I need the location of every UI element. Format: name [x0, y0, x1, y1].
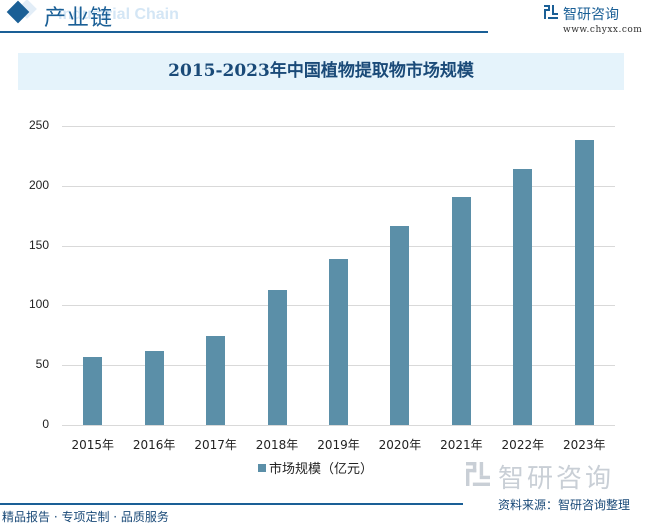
- header-divider: [0, 31, 488, 33]
- bar-2018年: [267, 289, 287, 425]
- x-tick-label: 2022年: [501, 438, 545, 452]
- x-tick-label: 2015年: [71, 438, 114, 452]
- x-tick-label: 2016年: [132, 438, 176, 452]
- page-header: Industrial Chain 产业链 智研咨询 www.chyxx.com: [0, 0, 645, 44]
- brand-url: www.chyxx.com: [563, 25, 643, 35]
- x-tick-label: 2020年: [378, 438, 422, 452]
- bar-2020年: [390, 226, 410, 425]
- bar-2016年: [144, 350, 164, 425]
- gridline: [62, 245, 615, 247]
- x-tick-label: 2021年: [440, 438, 483, 452]
- brand-logo-icon: [544, 5, 558, 19]
- watermark-logo-icon: [466, 462, 490, 486]
- footer-slogan: 精品报告 · 专项定制 · 品质服务: [2, 510, 169, 524]
- y-tick-label: 0: [42, 417, 49, 431]
- bar-2022年: [513, 169, 533, 425]
- bar-2015年: [83, 356, 103, 425]
- x-tick-label: 2018年: [255, 438, 299, 452]
- gridline: [62, 185, 615, 187]
- gridline: [62, 425, 615, 426]
- legend-swatch-icon: [258, 464, 266, 472]
- brand-name: 智研咨询: [563, 7, 619, 23]
- y-tick-label: 150: [28, 237, 49, 252]
- bar-2023年: [574, 140, 594, 425]
- legend-label: 市场规模（亿元）: [269, 462, 374, 477]
- y-tick-label: 50: [35, 357, 49, 372]
- watermark-brand: 智研咨询: [498, 464, 615, 494]
- x-tick-label: 2019年: [317, 438, 360, 452]
- gridline: [62, 126, 615, 127]
- bar-2021年: [451, 196, 471, 425]
- y-tick-label: 250: [28, 118, 49, 132]
- y-tick-label: 100: [28, 297, 49, 312]
- bar-2019年: [329, 258, 348, 425]
- footer-divider: [0, 503, 463, 505]
- section-title: 产业链: [44, 6, 114, 31]
- y-tick-label: 200: [28, 177, 49, 192]
- x-tick-label: 2023年: [562, 438, 606, 452]
- x-tick-label: 2017年: [194, 438, 237, 452]
- footer-source: 资料来源：智研咨询整理: [498, 498, 631, 512]
- chart-title: 2015-2023年中国植物提取物市场规模: [18, 53, 624, 90]
- bar-2017年: [206, 335, 226, 425]
- chart-legend: 市场规模（亿元）: [258, 458, 373, 477]
